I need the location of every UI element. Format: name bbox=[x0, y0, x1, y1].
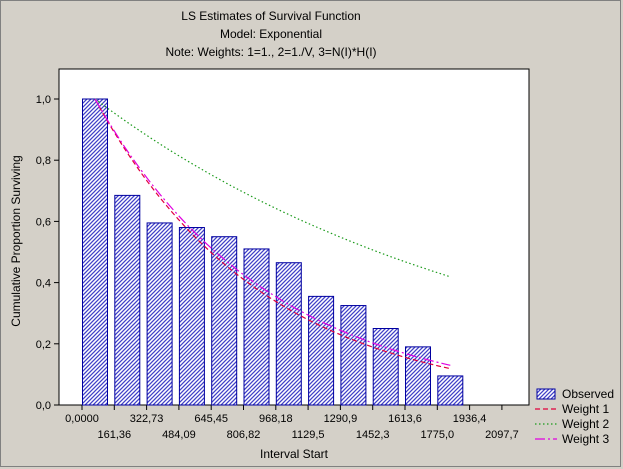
x-tick-label: 645,45 bbox=[194, 413, 228, 425]
bar-observed bbox=[243, 248, 270, 406]
y-tick-label: 1,0 bbox=[36, 94, 51, 106]
x-tick-label: 806,82 bbox=[227, 429, 261, 441]
x-tick-label: 2097,7 bbox=[485, 429, 519, 441]
legend-label: Weight 3 bbox=[562, 432, 609, 446]
legend-label: Weight 2 bbox=[562, 417, 609, 431]
x-tick-label: 1290,9 bbox=[324, 413, 358, 425]
chart-subtitle-model: Model: Exponential bbox=[219, 27, 323, 41]
bar-observed bbox=[178, 227, 205, 406]
x-tick-label: 1936,4 bbox=[453, 413, 487, 425]
legend-label: Weight 1 bbox=[562, 402, 609, 416]
x-tick-label: 1452,3 bbox=[356, 429, 390, 441]
bar-observed bbox=[146, 222, 173, 406]
bar-observed bbox=[82, 98, 108, 406]
bar-observed bbox=[340, 305, 367, 406]
bar-observed bbox=[275, 262, 302, 406]
x-axis-title: Interval Start bbox=[260, 447, 329, 461]
y-tick-label: 0,6 bbox=[36, 216, 51, 228]
bar-observed bbox=[437, 375, 464, 406]
x-tick-label: 484,09 bbox=[162, 429, 196, 441]
y-tick-label: 0,4 bbox=[36, 278, 51, 290]
curve-weight-2 bbox=[94, 98, 451, 278]
y-tick-label: 0,2 bbox=[36, 339, 51, 351]
bar-observed bbox=[211, 236, 238, 406]
x-tick-label: 1129,5 bbox=[292, 429, 325, 441]
curve-weight-3 bbox=[94, 98, 451, 366]
x-tick-label: 322,73 bbox=[130, 413, 164, 425]
y-tick-label: 0,0 bbox=[36, 400, 51, 412]
legend-swatch-observed bbox=[536, 388, 556, 400]
x-tick-label: 1775,0 bbox=[420, 429, 454, 441]
chart-subtitle-note: Note: Weights: 1=1., 2=1./V, 3=N(I)*H(I) bbox=[165, 45, 377, 59]
bar-observed bbox=[114, 194, 141, 406]
x-tick-label: 0,0000 bbox=[65, 413, 99, 425]
x-tick-label: 968,18 bbox=[259, 413, 293, 425]
bar-observed bbox=[405, 346, 431, 406]
bar-observed bbox=[308, 295, 335, 406]
chart-title: LS Estimates of Survival Function bbox=[181, 9, 361, 23]
y-tick-label: 0,8 bbox=[36, 155, 51, 167]
legend-label: Observed bbox=[562, 387, 614, 401]
y-axis-title: Cumulative Proportion Surviving bbox=[9, 155, 23, 326]
x-tick-label: 1613,6 bbox=[388, 413, 422, 425]
curve-weight-1 bbox=[94, 98, 451, 370]
x-tick-label: 161,36 bbox=[97, 429, 131, 441]
bar-observed bbox=[372, 328, 399, 406]
